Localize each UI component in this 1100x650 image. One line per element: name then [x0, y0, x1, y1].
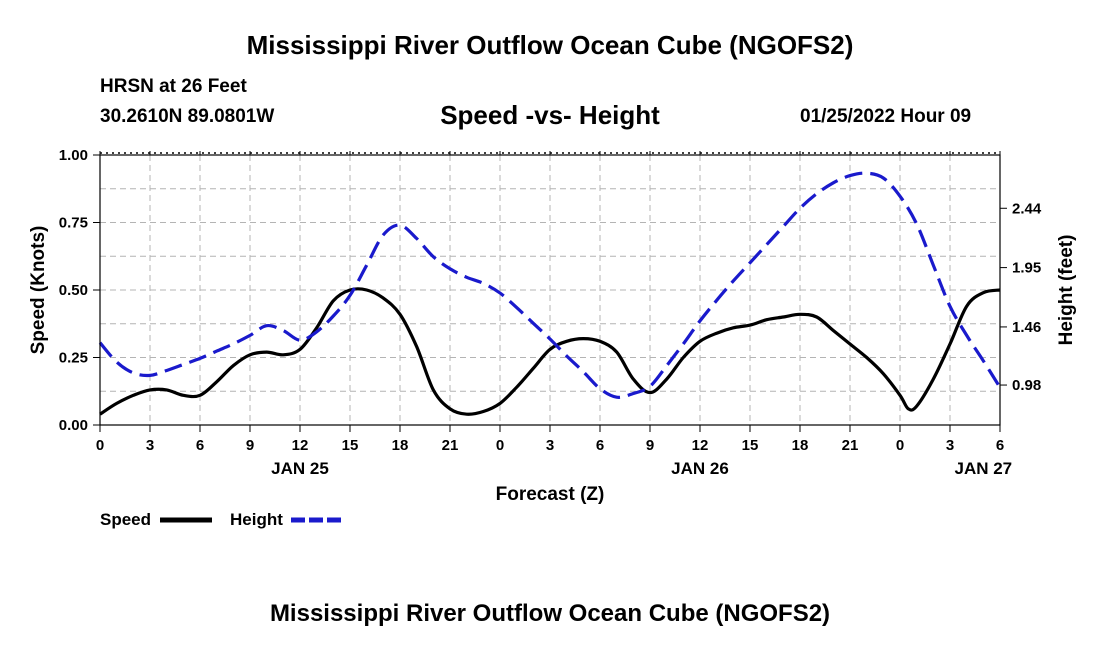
chart-title: Speed -vs- Height — [440, 100, 660, 130]
x-tick-label: 12 — [692, 437, 709, 454]
y2-axis-label: Height (feet) — [1056, 235, 1077, 346]
height-series-line — [98, 171, 1002, 399]
x-tick-label: 15 — [742, 437, 759, 454]
x-tick-label: 15 — [342, 437, 359, 454]
x-tick-label: 0 — [496, 437, 504, 454]
page-title: Mississippi River Outflow Ocean Cube (NG… — [246, 30, 854, 60]
legend-height-label: Height — [230, 510, 283, 529]
date-label: JAN 25 — [271, 459, 329, 478]
y-tick-label: 0.00 — [59, 417, 88, 434]
x-tick-label: 6 — [596, 437, 604, 454]
y-tick-label: 0.50 — [59, 282, 88, 299]
x-tick-label: 0 — [96, 437, 104, 454]
y2-tick-label: 1.95 — [1012, 260, 1041, 277]
coordinates-label: 30.2610N 89.0801W — [100, 106, 275, 127]
y2-tick-label: 2.44 — [1012, 200, 1042, 217]
station-label: HRSN at 26 Feet — [100, 76, 247, 97]
y-tick-label: 0.75 — [59, 215, 88, 232]
y-axis-label: Speed (Knots) — [28, 226, 49, 355]
x-tick-label: 6 — [196, 437, 204, 454]
x-axis-label: Forecast (Z) — [496, 484, 605, 505]
x-tick-label: 3 — [146, 437, 154, 454]
x-tick-label: 9 — [246, 437, 254, 454]
x-tick-label: 9 — [646, 437, 654, 454]
y-tick-label: 1.00 — [59, 147, 88, 164]
x-tick-label: 21 — [842, 437, 859, 454]
x-tick-label: 3 — [946, 437, 954, 454]
x-tick-label: 3 — [546, 437, 554, 454]
x-tick-label: 0 — [896, 437, 904, 454]
speed-series-line — [99, 287, 1001, 416]
x-tick-label: 18 — [792, 437, 809, 454]
forecast-datetime: 01/25/2022 Hour 09 — [800, 106, 972, 127]
x-tick-label: 6 — [996, 437, 1004, 454]
x-tick-label: 18 — [392, 437, 409, 454]
legend-speed-label: Speed — [100, 510, 151, 529]
x-tick-label: 12 — [292, 437, 309, 454]
chart-grid — [100, 155, 1000, 425]
y2-tick-label: 1.46 — [1012, 319, 1041, 336]
y2-tick-label: 0.98 — [1012, 377, 1041, 394]
x-tick-label: 21 — [442, 437, 459, 454]
y-tick-label: 0.25 — [59, 350, 88, 367]
date-label: JAN 26 — [671, 459, 729, 478]
legend: Speed Height — [100, 510, 343, 529]
date-label: JAN 27 — [955, 459, 1013, 478]
footer-title: Mississippi River Outflow Ocean Cube (NG… — [269, 600, 831, 627]
